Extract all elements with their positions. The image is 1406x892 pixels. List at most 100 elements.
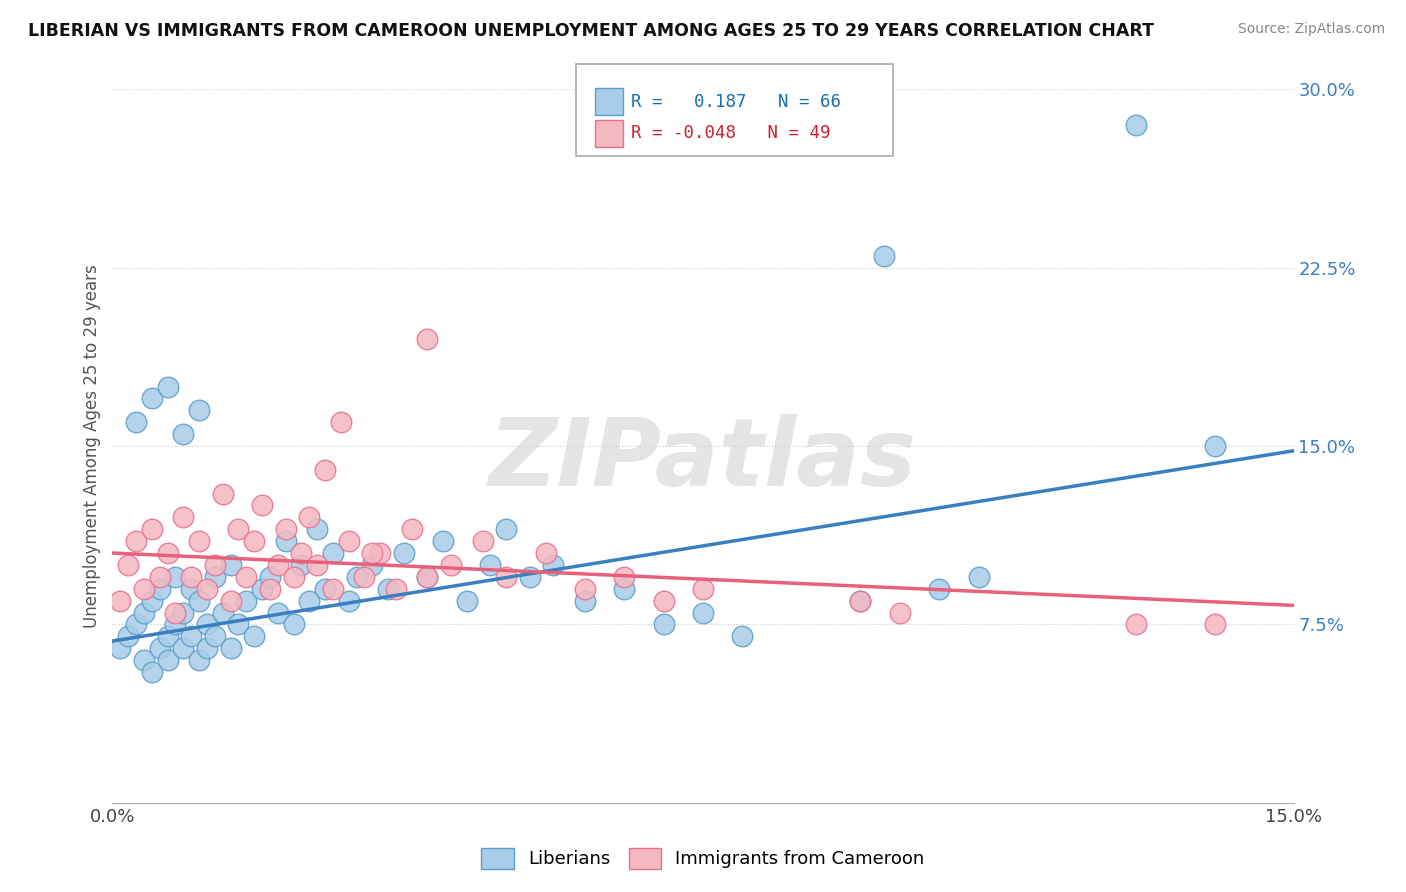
Point <box>156 629 179 643</box>
Point <box>322 582 344 596</box>
Point <box>188 653 211 667</box>
Point <box>235 570 257 584</box>
Point <box>149 582 172 596</box>
Point <box>967 570 990 584</box>
Point <box>172 510 194 524</box>
Point <box>219 593 242 607</box>
Point <box>132 582 155 596</box>
Point <box>188 534 211 549</box>
Point <box>377 582 399 596</box>
Point <box>1125 118 1147 132</box>
Point <box>195 617 218 632</box>
Text: R =   0.187   N = 66: R = 0.187 N = 66 <box>631 93 841 111</box>
Point <box>361 558 384 572</box>
Point <box>132 606 155 620</box>
Point <box>149 570 172 584</box>
Point <box>416 570 439 584</box>
Point <box>165 570 187 584</box>
Point <box>204 629 226 643</box>
Point <box>337 534 360 549</box>
Point <box>165 606 187 620</box>
Point <box>495 570 517 584</box>
Point <box>928 582 950 596</box>
Point <box>243 629 266 643</box>
Point <box>392 546 415 560</box>
Point <box>219 558 242 572</box>
Point <box>401 522 423 536</box>
Point <box>314 582 336 596</box>
Point <box>298 510 321 524</box>
Point <box>307 522 329 536</box>
Point <box>117 629 139 643</box>
Point <box>110 593 132 607</box>
Point <box>243 534 266 549</box>
Text: R = -0.048   N = 49: R = -0.048 N = 49 <box>631 124 831 143</box>
Point <box>228 617 250 632</box>
Point <box>574 582 596 596</box>
Point <box>290 558 312 572</box>
Point <box>132 653 155 667</box>
Point <box>228 522 250 536</box>
Point <box>195 582 218 596</box>
Point <box>267 606 290 620</box>
Point <box>1204 617 1226 632</box>
Point <box>1125 617 1147 632</box>
Point <box>211 486 233 500</box>
Text: LIBERIAN VS IMMIGRANTS FROM CAMEROON UNEMPLOYMENT AMONG AGES 25 TO 29 YEARS CORR: LIBERIAN VS IMMIGRANTS FROM CAMEROON UNE… <box>28 22 1154 40</box>
Point <box>613 570 636 584</box>
Point <box>141 392 163 406</box>
Point <box>274 534 297 549</box>
Point <box>125 415 148 429</box>
Point <box>156 379 179 393</box>
Point <box>346 570 368 584</box>
Point <box>361 546 384 560</box>
Point <box>283 617 305 632</box>
Text: Source: ZipAtlas.com: Source: ZipAtlas.com <box>1237 22 1385 37</box>
Point <box>188 593 211 607</box>
Point <box>889 606 911 620</box>
Point <box>204 558 226 572</box>
Point <box>574 593 596 607</box>
Point <box>141 593 163 607</box>
Point <box>172 641 194 656</box>
Point <box>125 534 148 549</box>
Point <box>267 558 290 572</box>
Point <box>543 558 565 572</box>
Point <box>613 582 636 596</box>
Point <box>353 570 375 584</box>
Point <box>180 629 202 643</box>
Point <box>873 249 896 263</box>
Point <box>250 582 273 596</box>
Point <box>259 570 281 584</box>
Point <box>692 606 714 620</box>
Point <box>188 403 211 417</box>
Point <box>156 653 179 667</box>
Point <box>125 617 148 632</box>
Point <box>416 570 439 584</box>
Point <box>456 593 478 607</box>
Point <box>440 558 463 572</box>
Point <box>337 593 360 607</box>
Point <box>416 332 439 346</box>
Point <box>283 570 305 584</box>
Point <box>322 546 344 560</box>
Point <box>385 582 408 596</box>
Point <box>329 415 352 429</box>
Point <box>165 617 187 632</box>
Point <box>110 641 132 656</box>
Legend: Liberians, Immigrants from Cameroon: Liberians, Immigrants from Cameroon <box>474 840 932 876</box>
Point <box>692 582 714 596</box>
Point <box>235 593 257 607</box>
Point <box>652 593 675 607</box>
Point <box>156 546 179 560</box>
Point <box>259 582 281 596</box>
Point <box>298 593 321 607</box>
Point <box>314 463 336 477</box>
Point <box>290 546 312 560</box>
Point <box>219 641 242 656</box>
Text: ZIPatlas: ZIPatlas <box>489 414 917 507</box>
Point <box>172 606 194 620</box>
Point <box>141 665 163 679</box>
Point <box>849 593 872 607</box>
Point <box>652 617 675 632</box>
